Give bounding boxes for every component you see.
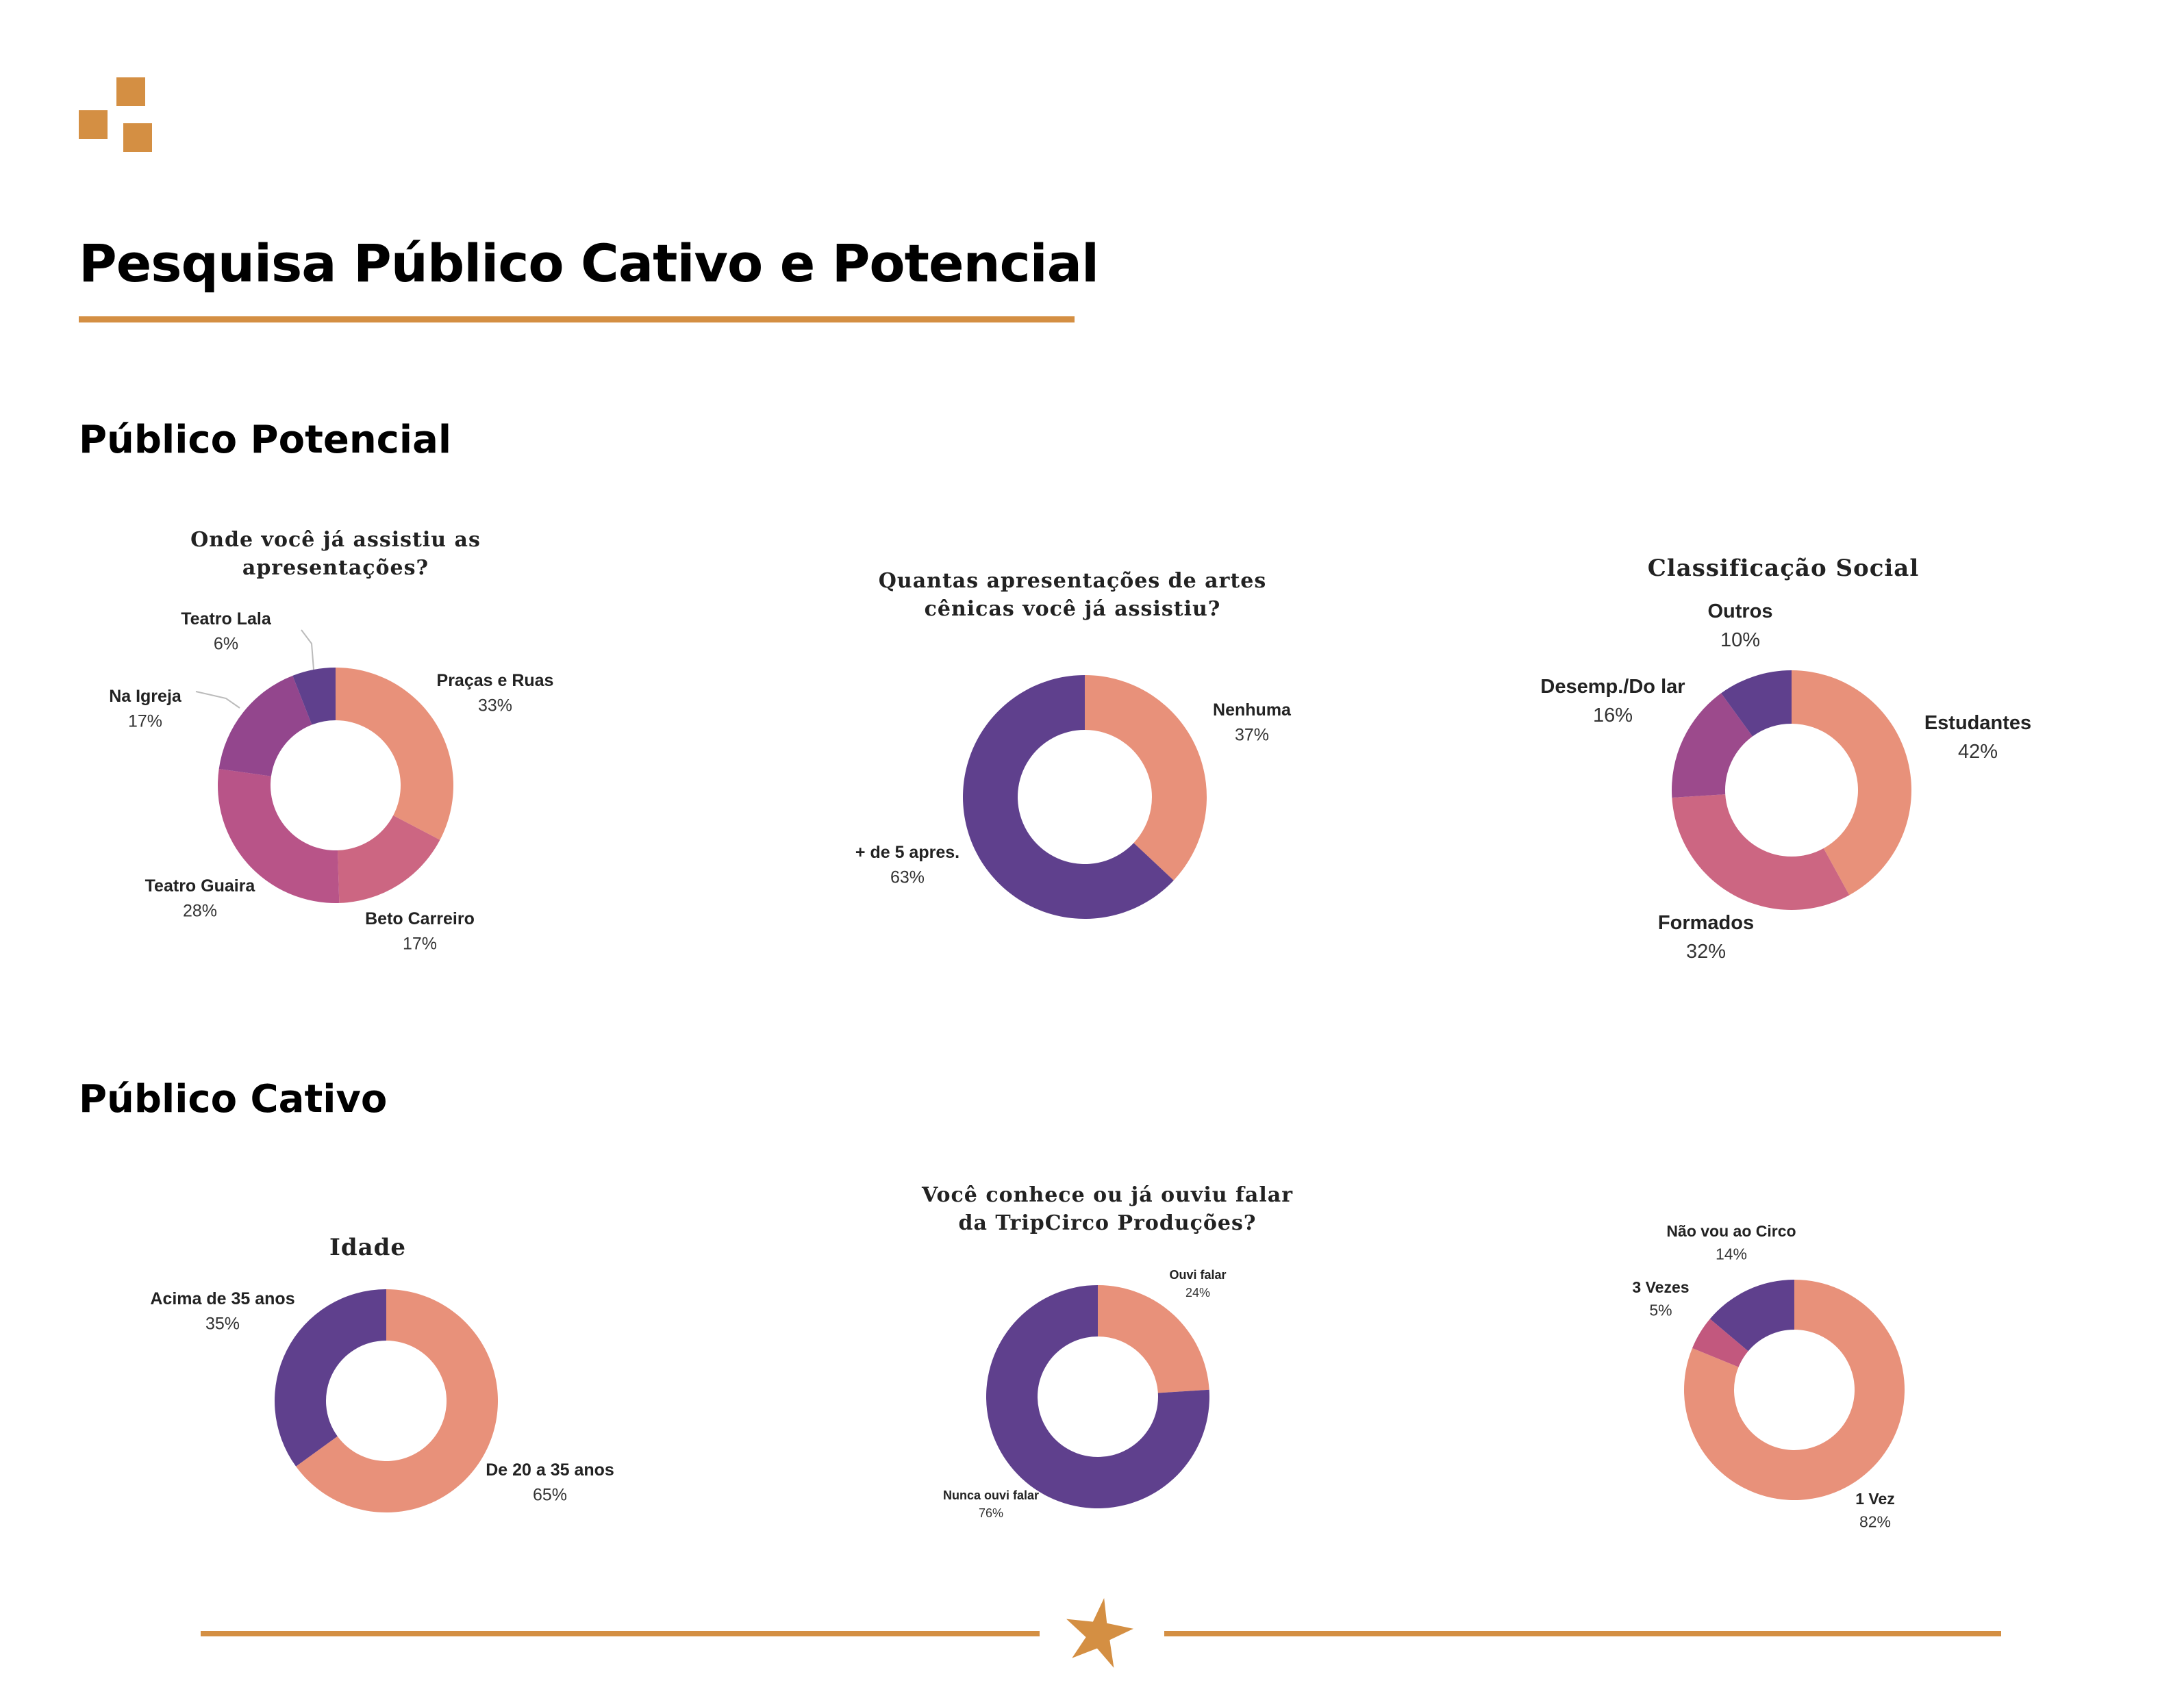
chart-title-line: Idade (329, 1234, 407, 1261)
slice-label: Beto Carreiro (365, 909, 475, 928)
slice-value-label: 17% (128, 711, 162, 731)
chart-title-line: da TripCirco Produções? (958, 1211, 1257, 1235)
logo-square-top (116, 77, 145, 106)
donut-slice-n-o-vou-ao-circo (1709, 1280, 1794, 1352)
leader-line (195, 691, 240, 709)
slice-label: Não vou ao Circo (1666, 1222, 1796, 1240)
chart-title-line: cênicas você já assistiu? (924, 597, 1221, 621)
slice-label: 1 Vez (1855, 1490, 1895, 1508)
chart-title-onde: Onde você já assistiu as apresentações? (190, 526, 481, 582)
slice-value-label: 37% (1235, 725, 1269, 744)
slice-value-label: 65% (533, 1485, 567, 1504)
slice-value-label: 82% (1859, 1512, 1891, 1530)
donut-slice-nenhuma (1085, 675, 1207, 880)
slice-label: + de 5 apres. (855, 843, 959, 862)
donut-slice-de-20-a-35-anos (296, 1289, 498, 1512)
donut-slice-na-igreja (218, 675, 312, 776)
slice-label: Acima de 35 anos (150, 1289, 294, 1308)
slice-value-label: 76% (979, 1506, 1003, 1520)
chart-title-line: Classificação Social (1647, 555, 1920, 582)
chart-title-line: apresentações? (242, 556, 429, 580)
slice-value-label: 5% (1649, 1301, 1672, 1319)
donut-slice-nunca-ouvi-falar (986, 1285, 1209, 1508)
donut-slice-estudantes (1792, 670, 1911, 896)
star-icon (1066, 1598, 1133, 1668)
section-title-cativo: Público Cativo (79, 1077, 388, 1122)
slice-label: Praças e Ruas (437, 671, 554, 690)
chart-title-conhece: Você conhece ou já ouviu falar da TripCi… (922, 1181, 1293, 1237)
slice-value-label: 28% (183, 901, 217, 920)
chart-title-idade: Idade (329, 1234, 406, 1262)
slice-label: Outros (1707, 600, 1772, 622)
donut-slice-acima-de-35-anos (274, 1289, 386, 1467)
chart-title-quantas: Quantas apresentações de artes cênicas v… (879, 567, 1267, 623)
slice-label: Estudantes (1924, 712, 2031, 734)
logo-square-bottom (123, 123, 152, 152)
chart-title-line: Você conhece ou já ouviu falar (921, 1183, 1294, 1207)
donut-slice-desemp-do-lar (1671, 693, 1753, 798)
slice-value-label: 32% (1686, 941, 1726, 963)
slice-value-label: 16% (1593, 705, 1633, 726)
chart-title-line: Onde você já assistiu as (190, 528, 481, 552)
slice-value-label: 6% (214, 634, 238, 653)
section-title-potencial: Público Potencial (79, 418, 452, 462)
leader-line (301, 629, 314, 670)
slice-label: 3 Vezes (1632, 1278, 1689, 1296)
slice-value-label: 14% (1716, 1245, 1747, 1263)
donut-slice--de-5-apres- (963, 675, 1174, 919)
footer-rule-right (1164, 1631, 2001, 1636)
footer-rule-left (201, 1631, 1040, 1636)
chart-title-line: Quantas apresentações de artes (878, 569, 1267, 593)
donut-slice-ouvi-falar (1098, 1285, 1209, 1393)
slice-label: Nenhuma (1213, 700, 1292, 720)
slice-label: Ouvi falar (1169, 1268, 1226, 1282)
chart-title-classificacao: Classificação Social (1648, 555, 1920, 583)
donut-slice-outros (1721, 670, 1792, 737)
slice-value-label: 17% (403, 934, 437, 953)
slice-value-label: 33% (478, 696, 512, 715)
donut-slice-3-vezes (1692, 1319, 1748, 1367)
logo-square-left (79, 110, 108, 139)
slice-value-label: 42% (1958, 741, 1998, 763)
slice-label: De 20 a 35 anos (486, 1460, 614, 1480)
slice-label: Teatro Guaira (145, 876, 256, 896)
donut-slice-1-vez (1683, 1280, 1905, 1501)
page-title: Pesquisa Público Cativo e Potencial (79, 233, 1099, 294)
slice-value-label: 10% (1720, 629, 1760, 651)
donut-slice-teatro-lala (292, 668, 336, 725)
slice-label: Na Igreja (109, 687, 182, 706)
slice-label: Formados (1658, 912, 1754, 934)
slice-label: Teatro Lala (181, 609, 272, 629)
donut-slice-beto-carreiro (337, 815, 440, 903)
slice-label: Nunca ouvi falar (943, 1488, 1039, 1502)
slice-value-label: 35% (205, 1314, 240, 1333)
slice-value-label: 24% (1185, 1286, 1210, 1300)
donut-slice-teatro-guaira (218, 769, 340, 903)
donut-slice-formados (1672, 794, 1850, 910)
slice-value-label: 63% (890, 867, 925, 887)
donut-slice-pra-as-e-ruas (336, 668, 453, 840)
slice-label: Desemp./Do lar (1540, 676, 1685, 698)
title-underline (79, 316, 1075, 322)
